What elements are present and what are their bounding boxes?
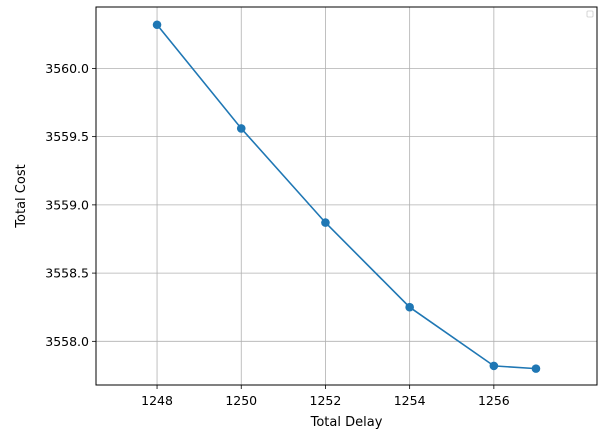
data-point: [531, 364, 541, 373]
y-axis-label: Total Cost: [14, 164, 29, 228]
legend-box: [586, 10, 594, 18]
x-tick-label: 1250: [225, 393, 257, 408]
y-tick-label: 3560.0: [45, 61, 89, 76]
axis-ticks: 1248 1250 1252 1254 1256 3558.0 3558.5 3559.0 35…: [45, 61, 510, 408]
data-point: [489, 361, 499, 371]
data-point: [152, 20, 162, 30]
y-tick-label: 3559.5: [45, 129, 89, 144]
x-axis-label: Total Delay: [310, 415, 383, 430]
plot-frame: [95, 6, 598, 386]
data-point: [236, 124, 246, 133]
x-tick-label: 1252: [310, 393, 342, 408]
y-tick-label: 3558.5: [45, 266, 89, 281]
series-line: [156, 24, 537, 370]
x-tick-label: 1256: [478, 393, 510, 408]
data-point: [321, 218, 330, 227]
grid-lines: [96, 7, 597, 385]
x-tick-label: 1248: [141, 393, 173, 408]
x-tick-label: 1254: [394, 393, 426, 408]
data-series: [152, 20, 541, 373]
y-tick-label: 3559.0: [45, 197, 89, 212]
y-tick-label: 3558.0: [45, 334, 89, 349]
data-point: [405, 302, 414, 312]
